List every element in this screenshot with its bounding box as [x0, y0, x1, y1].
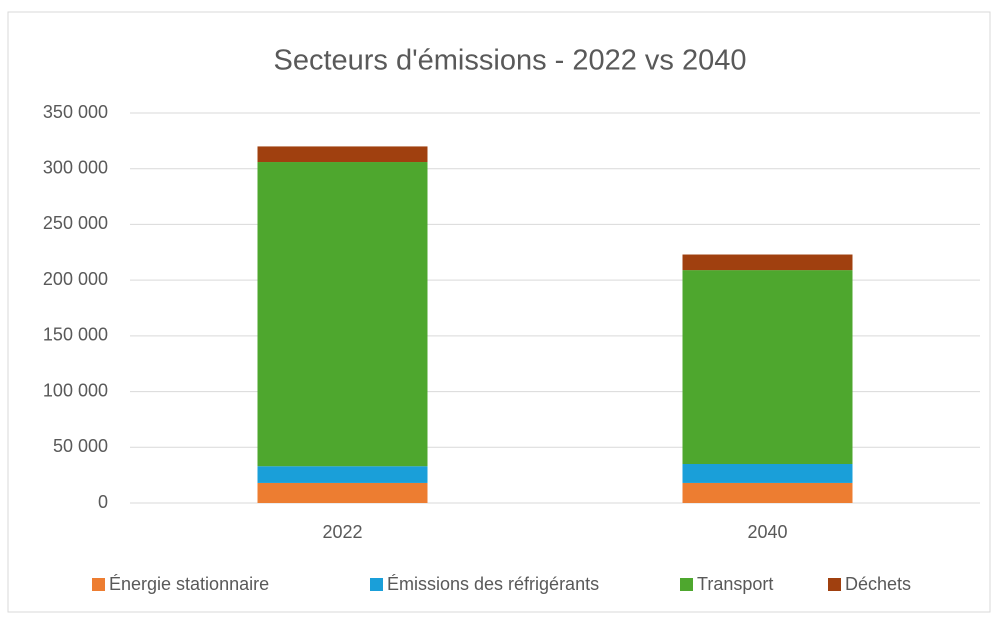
y-tick-label: 250 000	[43, 213, 108, 233]
legend-swatch	[370, 578, 383, 591]
bar-segment	[682, 464, 853, 483]
legend-label: Énergie stationnaire	[109, 574, 269, 594]
bar-segment	[682, 270, 853, 464]
y-tick-label: 200 000	[43, 269, 108, 289]
bar-segment	[257, 146, 428, 163]
y-tick-label: 100 000	[43, 380, 108, 400]
x-tick-label: 2040	[747, 522, 787, 542]
bar-segment	[257, 466, 428, 483]
x-tick-label: 2022	[322, 522, 362, 542]
y-tick-label: 300 000	[43, 157, 108, 177]
bar-segment	[257, 482, 428, 503]
legend-swatch	[828, 578, 841, 591]
legend-label: Émissions des réfrigérants	[387, 574, 599, 594]
bar-segment	[682, 482, 853, 503]
y-tick-label: 0	[98, 492, 108, 512]
bar-segment	[682, 254, 853, 271]
legend-label: Déchets	[845, 574, 911, 594]
legend-label: Transport	[697, 574, 773, 594]
y-tick-label: 50 000	[53, 436, 108, 456]
y-tick-label: 150 000	[43, 325, 108, 345]
bar-segment	[257, 162, 428, 467]
legend-swatch	[680, 578, 693, 591]
legend-swatch	[92, 578, 105, 591]
y-tick-label: 350 000	[43, 102, 108, 122]
chart-title: Secteurs d'émissions - 2022 vs 2040	[273, 45, 746, 77]
